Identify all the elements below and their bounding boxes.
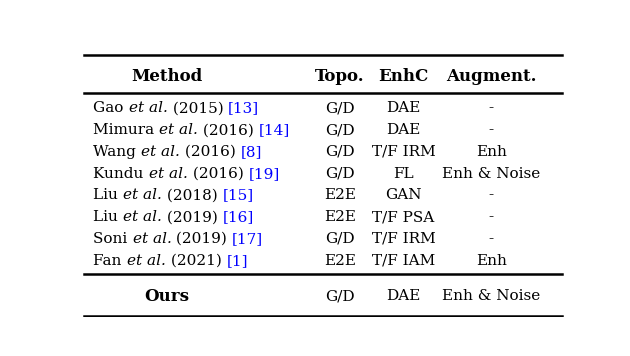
Text: FL: FL <box>393 167 414 181</box>
Text: G/D: G/D <box>325 232 355 246</box>
Text: [1]: [1] <box>226 254 248 268</box>
Text: et al.: et al. <box>149 167 188 181</box>
Text: Enh & Noise: Enh & Noise <box>442 167 541 181</box>
Text: G/D: G/D <box>325 289 355 303</box>
Text: Gao: Gao <box>93 101 129 115</box>
Text: Enh: Enh <box>476 254 507 268</box>
Text: et al.: et al. <box>123 188 162 203</box>
Text: DAE: DAE <box>386 101 421 115</box>
Text: et al.: et al. <box>132 232 171 246</box>
Text: [16]: [16] <box>223 210 254 224</box>
Text: Mimura: Mimura <box>93 123 159 137</box>
Text: -: - <box>489 188 494 203</box>
Text: et al.: et al. <box>123 210 162 224</box>
Text: Enh: Enh <box>476 145 507 159</box>
Text: DAE: DAE <box>386 289 421 303</box>
Text: Fan: Fan <box>93 254 127 268</box>
Text: Wang: Wang <box>93 145 141 159</box>
Text: et al.: et al. <box>127 254 166 268</box>
Text: [13]: [13] <box>228 101 260 115</box>
Text: E2E: E2E <box>324 188 356 203</box>
Text: et al.: et al. <box>129 101 168 115</box>
Text: T/F PSA: T/F PSA <box>372 210 435 224</box>
Text: Kundu: Kundu <box>93 167 149 181</box>
Text: E2E: E2E <box>324 254 356 268</box>
Text: G/D: G/D <box>325 167 355 181</box>
Text: Enh & Noise: Enh & Noise <box>442 289 541 303</box>
Text: T/F IRM: T/F IRM <box>372 232 435 246</box>
Text: [14]: [14] <box>259 123 290 137</box>
Text: (2019): (2019) <box>162 210 223 224</box>
Text: Augment.: Augment. <box>446 68 537 85</box>
Text: (2015): (2015) <box>168 101 228 115</box>
Text: T/F IRM: T/F IRM <box>372 145 435 159</box>
Text: et al.: et al. <box>141 145 180 159</box>
Text: (2021): (2021) <box>166 254 226 268</box>
Text: Soni: Soni <box>93 232 132 246</box>
Text: Method: Method <box>131 68 202 85</box>
Text: [19]: [19] <box>248 167 280 181</box>
Text: -: - <box>489 232 494 246</box>
Text: (2016): (2016) <box>180 145 241 159</box>
Text: GAN: GAN <box>385 188 421 203</box>
Text: [15]: [15] <box>222 188 254 203</box>
Text: -: - <box>489 123 494 137</box>
Text: (2018): (2018) <box>162 188 222 203</box>
Text: Liu: Liu <box>93 188 123 203</box>
Text: EnhC: EnhC <box>378 68 428 85</box>
Text: Topo.: Topo. <box>315 68 365 85</box>
Text: G/D: G/D <box>325 145 355 159</box>
Text: T/F IAM: T/F IAM <box>372 254 435 268</box>
Text: Liu: Liu <box>93 210 123 224</box>
Text: [8]: [8] <box>241 145 262 159</box>
Text: Ours: Ours <box>144 288 189 305</box>
Text: et al.: et al. <box>159 123 198 137</box>
Text: G/D: G/D <box>325 101 355 115</box>
Text: DAE: DAE <box>386 123 421 137</box>
Text: E2E: E2E <box>324 210 356 224</box>
Text: (2016): (2016) <box>198 123 259 137</box>
Text: (2019): (2019) <box>171 232 232 246</box>
Text: G/D: G/D <box>325 123 355 137</box>
Text: (2016): (2016) <box>188 167 248 181</box>
Text: -: - <box>489 101 494 115</box>
Text: -: - <box>489 210 494 224</box>
Text: [17]: [17] <box>232 232 263 246</box>
